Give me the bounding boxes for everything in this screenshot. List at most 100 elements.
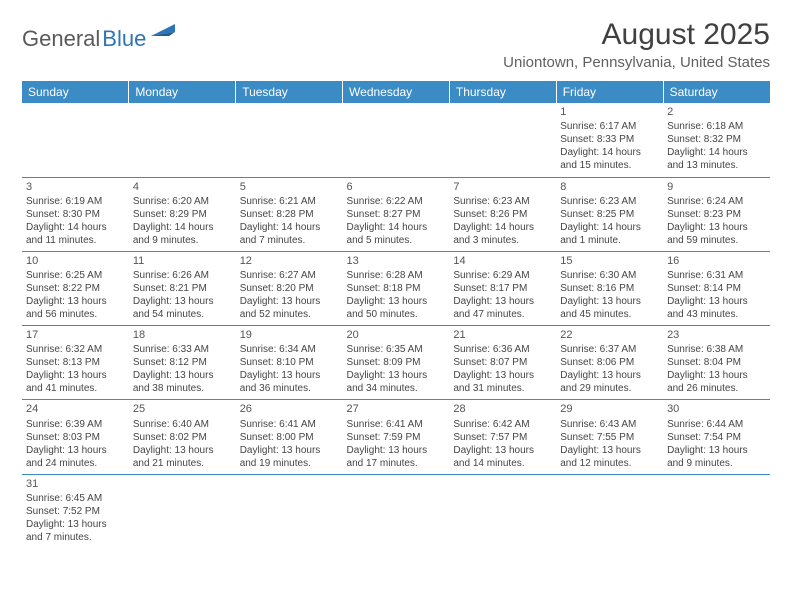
sunrise-text: Sunrise: 6:28 AM: [347, 269, 446, 282]
calendar-cell: 2Sunrise: 6:18 AMSunset: 8:32 PMDaylight…: [663, 103, 770, 177]
daylight-text: Daylight: 13 hours and 47 minutes.: [453, 295, 552, 321]
day-number: 31: [26, 477, 125, 491]
sunrise-text: Sunrise: 6:20 AM: [133, 195, 232, 208]
daylight-text: Daylight: 13 hours and 43 minutes.: [667, 295, 766, 321]
calendar-cell: [556, 474, 663, 548]
sunrise-text: Sunrise: 6:32 AM: [26, 343, 125, 356]
sunset-text: Sunset: 8:23 PM: [667, 208, 766, 221]
day-number: 16: [667, 254, 766, 268]
day-number: 25: [133, 402, 232, 416]
sunset-text: Sunset: 8:09 PM: [347, 356, 446, 369]
sunrise-text: Sunrise: 6:45 AM: [26, 492, 125, 505]
sunrise-text: Sunrise: 6:23 AM: [560, 195, 659, 208]
calendar-cell: [22, 103, 129, 177]
day-number: 13: [347, 254, 446, 268]
sunrise-text: Sunrise: 6:44 AM: [667, 418, 766, 431]
daylight-text: Daylight: 14 hours and 5 minutes.: [347, 221, 446, 247]
calendar-table: Sunday Monday Tuesday Wednesday Thursday…: [22, 81, 770, 548]
weekday-header: Wednesday: [343, 81, 450, 103]
calendar-cell: [236, 474, 343, 548]
sunrise-text: Sunrise: 6:40 AM: [133, 418, 232, 431]
day-number: 22: [560, 328, 659, 342]
sunrise-text: Sunrise: 6:22 AM: [347, 195, 446, 208]
sunset-text: Sunset: 8:20 PM: [240, 282, 339, 295]
sunset-text: Sunset: 8:33 PM: [560, 133, 659, 146]
day-number: 15: [560, 254, 659, 268]
sunset-text: Sunset: 8:30 PM: [26, 208, 125, 221]
sunset-text: Sunset: 7:54 PM: [667, 431, 766, 444]
calendar-cell: 31Sunrise: 6:45 AMSunset: 7:52 PMDayligh…: [22, 474, 129, 548]
calendar-cell: 30Sunrise: 6:44 AMSunset: 7:54 PMDayligh…: [663, 400, 770, 474]
logo: General Blue: [22, 26, 177, 52]
weekday-header: Monday: [129, 81, 236, 103]
daylight-text: Daylight: 14 hours and 7 minutes.: [240, 221, 339, 247]
calendar-cell: 1Sunrise: 6:17 AMSunset: 8:33 PMDaylight…: [556, 103, 663, 177]
sunset-text: Sunset: 8:26 PM: [453, 208, 552, 221]
sunset-text: Sunset: 8:17 PM: [453, 282, 552, 295]
title-block: August 2025 Uniontown, Pennsylvania, Uni…: [503, 18, 770, 71]
sunrise-text: Sunrise: 6:23 AM: [453, 195, 552, 208]
daylight-text: Daylight: 14 hours and 15 minutes.: [560, 146, 659, 172]
day-number: 12: [240, 254, 339, 268]
day-number: 20: [347, 328, 446, 342]
sunrise-text: Sunrise: 6:35 AM: [347, 343, 446, 356]
sunset-text: Sunset: 8:32 PM: [667, 133, 766, 146]
daylight-text: Daylight: 13 hours and 59 minutes.: [667, 221, 766, 247]
day-number: 24: [26, 402, 125, 416]
sunset-text: Sunset: 8:13 PM: [26, 356, 125, 369]
weekday-header: Friday: [556, 81, 663, 103]
sunset-text: Sunset: 8:07 PM: [453, 356, 552, 369]
sunrise-text: Sunrise: 6:41 AM: [347, 418, 446, 431]
calendar-cell: 20Sunrise: 6:35 AMSunset: 8:09 PMDayligh…: [343, 326, 450, 400]
calendar-cell: 23Sunrise: 6:38 AMSunset: 8:04 PMDayligh…: [663, 326, 770, 400]
sunset-text: Sunset: 8:18 PM: [347, 282, 446, 295]
daylight-text: Daylight: 13 hours and 34 minutes.: [347, 369, 446, 395]
sunset-text: Sunset: 8:25 PM: [560, 208, 659, 221]
sunset-text: Sunset: 8:22 PM: [26, 282, 125, 295]
daylight-text: Daylight: 13 hours and 36 minutes.: [240, 369, 339, 395]
daylight-text: Daylight: 13 hours and 41 minutes.: [26, 369, 125, 395]
sunset-text: Sunset: 8:16 PM: [560, 282, 659, 295]
day-number: 30: [667, 402, 766, 416]
calendar-week-row: 10Sunrise: 6:25 AMSunset: 8:22 PMDayligh…: [22, 251, 770, 325]
sunrise-text: Sunrise: 6:31 AM: [667, 269, 766, 282]
daylight-text: Daylight: 14 hours and 13 minutes.: [667, 146, 766, 172]
daylight-text: Daylight: 13 hours and 14 minutes.: [453, 444, 552, 470]
calendar-cell: 11Sunrise: 6:26 AMSunset: 8:21 PMDayligh…: [129, 251, 236, 325]
day-number: 18: [133, 328, 232, 342]
sunrise-text: Sunrise: 6:36 AM: [453, 343, 552, 356]
daylight-text: Daylight: 13 hours and 31 minutes.: [453, 369, 552, 395]
day-number: 6: [347, 180, 446, 194]
daylight-text: Daylight: 13 hours and 38 minutes.: [133, 369, 232, 395]
logo-text-blue: Blue: [102, 26, 146, 52]
weekday-header: Saturday: [663, 81, 770, 103]
weekday-header: Tuesday: [236, 81, 343, 103]
calendar-cell: [343, 474, 450, 548]
calendar-cell: 17Sunrise: 6:32 AMSunset: 8:13 PMDayligh…: [22, 326, 129, 400]
day-number: 1: [560, 105, 659, 119]
calendar-week-row: 24Sunrise: 6:39 AMSunset: 8:03 PMDayligh…: [22, 400, 770, 474]
calendar-cell: 24Sunrise: 6:39 AMSunset: 8:03 PMDayligh…: [22, 400, 129, 474]
weekday-header: Thursday: [449, 81, 556, 103]
day-number: 23: [667, 328, 766, 342]
sunrise-text: Sunrise: 6:21 AM: [240, 195, 339, 208]
sunrise-text: Sunrise: 6:34 AM: [240, 343, 339, 356]
sunset-text: Sunset: 8:02 PM: [133, 431, 232, 444]
sunset-text: Sunset: 7:55 PM: [560, 431, 659, 444]
calendar-cell: 10Sunrise: 6:25 AMSunset: 8:22 PMDayligh…: [22, 251, 129, 325]
day-number: 28: [453, 402, 552, 416]
sunset-text: Sunset: 8:06 PM: [560, 356, 659, 369]
day-number: 9: [667, 180, 766, 194]
sunset-text: Sunset: 7:57 PM: [453, 431, 552, 444]
daylight-text: Daylight: 14 hours and 11 minutes.: [26, 221, 125, 247]
sunset-text: Sunset: 8:21 PM: [133, 282, 232, 295]
daylight-text: Daylight: 13 hours and 50 minutes.: [347, 295, 446, 321]
sunrise-text: Sunrise: 6:24 AM: [667, 195, 766, 208]
day-number: 29: [560, 402, 659, 416]
sunrise-text: Sunrise: 6:33 AM: [133, 343, 232, 356]
daylight-text: Daylight: 13 hours and 45 minutes.: [560, 295, 659, 321]
day-number: 21: [453, 328, 552, 342]
calendar-body: 1Sunrise: 6:17 AMSunset: 8:33 PMDaylight…: [22, 103, 770, 548]
day-number: 14: [453, 254, 552, 268]
daylight-text: Daylight: 13 hours and 24 minutes.: [26, 444, 125, 470]
